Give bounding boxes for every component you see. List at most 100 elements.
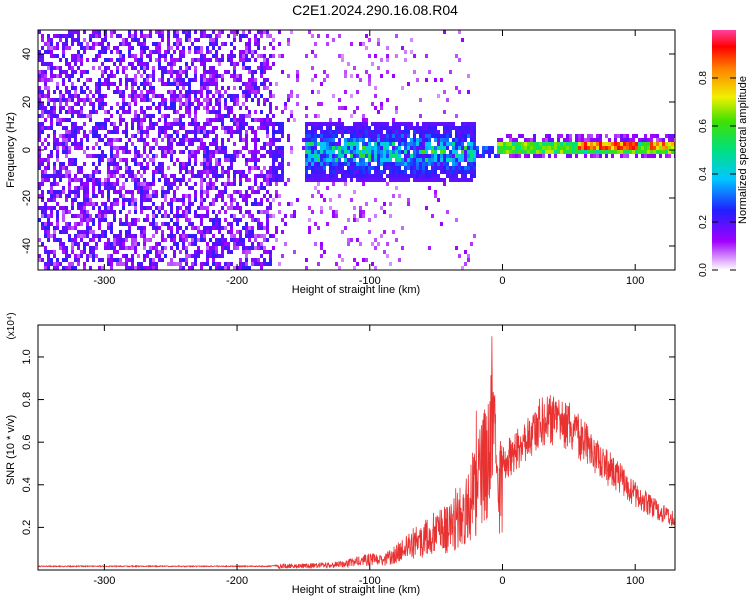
heatmap-cell	[218, 158, 221, 162]
heatmap-cell	[317, 150, 320, 154]
heatmap-cell	[209, 238, 212, 242]
heatmap-cell	[71, 30, 74, 34]
heatmap-cell	[254, 70, 257, 74]
heatmap-cell	[464, 170, 467, 174]
heatmap-cell	[467, 142, 470, 146]
heatmap-cell	[92, 254, 95, 258]
heatmap-cell	[254, 94, 257, 98]
heatmap-cell	[209, 178, 212, 182]
heatmap-cell	[131, 234, 134, 238]
heatmap-cell	[185, 38, 188, 42]
heatmap-cell	[467, 126, 470, 130]
heatmap-cell	[143, 206, 146, 210]
heatmap-cell	[524, 142, 527, 146]
heatmap-cell	[236, 246, 239, 250]
heatmap-cell	[53, 198, 56, 202]
heatmap-cell	[329, 118, 332, 122]
heatmap-cell	[167, 226, 170, 230]
heatmap-cell	[62, 126, 65, 130]
heatmap-cell	[248, 194, 251, 198]
heatmap-cell	[287, 38, 290, 42]
heatmap-cell	[329, 170, 332, 174]
heatmap-cell	[362, 138, 365, 142]
y-tick-label: 40	[21, 48, 33, 60]
heatmap-cell	[158, 242, 161, 246]
heatmap-cell	[278, 174, 281, 178]
heatmap-cell	[545, 138, 548, 142]
heatmap-cell	[209, 66, 212, 70]
heatmap-cell	[473, 138, 476, 142]
heatmap-cell	[65, 194, 68, 198]
heatmap-cell	[185, 182, 188, 186]
heatmap-cell	[233, 66, 236, 70]
heatmap-cell	[308, 166, 311, 170]
heatmap-cell	[470, 158, 473, 162]
heatmap-cell	[47, 62, 50, 66]
heatmap-cell	[398, 126, 401, 130]
heatmap-cell	[272, 178, 275, 182]
heatmap-cell	[647, 154, 650, 158]
heatmap-cell	[398, 150, 401, 154]
heatmap-cell	[122, 206, 125, 210]
heatmap-cell	[146, 78, 149, 82]
heatmap-cell	[113, 166, 116, 170]
heatmap-cell	[374, 154, 377, 158]
heatmap-cell	[242, 146, 245, 150]
heatmap-cell	[83, 190, 86, 194]
heatmap-cell	[335, 162, 338, 166]
heatmap-cell	[629, 146, 632, 150]
heatmap-cell	[194, 30, 197, 34]
heatmap-cell	[65, 130, 68, 134]
heatmap-cell	[38, 154, 41, 158]
heatmap-cell	[254, 110, 257, 114]
heatmap-cell	[440, 146, 443, 150]
heatmap-cell	[245, 230, 248, 234]
heatmap-cell	[254, 246, 257, 250]
heatmap-cell	[584, 146, 587, 150]
heatmap-cell	[410, 162, 413, 166]
heatmap-cell	[200, 186, 203, 190]
heatmap-cell	[131, 142, 134, 146]
heatmap-cell	[191, 166, 194, 170]
heatmap-cell	[86, 194, 89, 198]
heatmap-cell	[185, 62, 188, 66]
heatmap-cell	[347, 138, 350, 142]
heatmap-cell	[491, 150, 494, 154]
heatmap-cell	[95, 254, 98, 258]
heatmap-cell	[170, 246, 173, 250]
heatmap-cell	[446, 166, 449, 170]
heatmap-cell	[269, 182, 272, 186]
heatmap-cell	[221, 198, 224, 202]
heatmap-cell	[566, 138, 569, 142]
heatmap-cell	[305, 174, 308, 178]
heatmap-cell	[380, 58, 383, 62]
heatmap-cell	[98, 66, 101, 70]
heatmap-cell	[233, 94, 236, 98]
heatmap-cell	[98, 54, 101, 58]
heatmap-cell	[143, 82, 146, 86]
heatmap-cell	[155, 222, 158, 226]
heatmap-cell	[671, 146, 674, 150]
heatmap-cell	[83, 214, 86, 218]
heatmap-cell	[200, 74, 203, 78]
heatmap-cell	[146, 162, 149, 166]
heatmap-cell	[176, 222, 179, 226]
heatmap-cell	[335, 154, 338, 158]
heatmap-cell	[377, 142, 380, 146]
heatmap-cell	[101, 38, 104, 42]
heatmap-cell	[311, 166, 314, 170]
heatmap-cell	[272, 246, 275, 250]
heatmap-cell	[74, 254, 77, 258]
heatmap-cell	[80, 90, 83, 94]
heatmap-cell	[239, 238, 242, 242]
heatmap-cell	[665, 142, 668, 146]
heatmap-cell	[362, 174, 365, 178]
heatmap-cell	[248, 170, 251, 174]
heatmap-cell	[233, 246, 236, 250]
heatmap-cell	[614, 138, 617, 142]
heatmap-cell	[56, 170, 59, 174]
heatmap-cell	[278, 126, 281, 130]
heatmap-cell	[383, 170, 386, 174]
heatmap-cell	[401, 158, 404, 162]
heatmap-cell	[194, 250, 197, 254]
